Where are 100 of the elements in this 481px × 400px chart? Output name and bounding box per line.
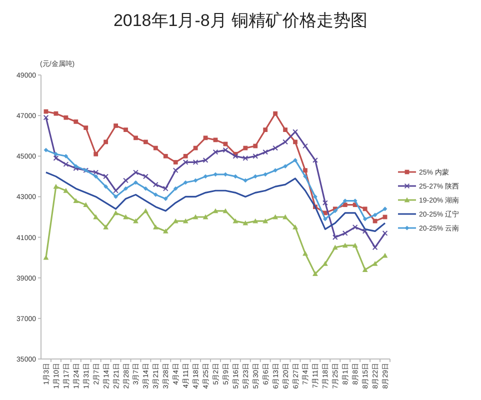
point xyxy=(263,128,268,132)
point xyxy=(362,206,368,212)
point xyxy=(243,146,248,150)
point xyxy=(103,174,109,180)
point xyxy=(152,224,158,230)
point xyxy=(222,147,228,153)
point xyxy=(64,115,68,120)
point xyxy=(243,178,248,183)
point xyxy=(192,160,198,165)
point xyxy=(193,146,198,150)
point xyxy=(292,224,298,230)
point xyxy=(43,114,49,120)
point xyxy=(74,164,78,168)
point xyxy=(123,214,128,220)
point xyxy=(253,174,258,179)
point xyxy=(232,153,238,159)
point xyxy=(272,214,278,220)
point xyxy=(273,111,278,116)
point xyxy=(223,172,228,177)
point xyxy=(124,186,128,191)
point xyxy=(362,267,368,272)
point xyxy=(202,158,208,163)
point xyxy=(114,124,118,128)
point xyxy=(152,182,158,188)
point xyxy=(153,146,158,150)
point xyxy=(203,136,208,140)
point xyxy=(123,178,128,184)
point xyxy=(63,188,69,193)
point xyxy=(312,158,318,163)
point xyxy=(74,119,78,124)
point xyxy=(303,168,308,173)
point xyxy=(332,234,338,240)
point xyxy=(104,184,108,189)
point xyxy=(283,128,288,132)
point xyxy=(162,186,168,192)
point xyxy=(272,145,278,151)
point xyxy=(163,154,168,158)
point xyxy=(273,168,278,173)
point xyxy=(202,214,208,220)
point xyxy=(382,230,388,236)
point xyxy=(372,260,378,266)
point xyxy=(182,218,188,224)
point xyxy=(163,196,168,201)
point xyxy=(293,140,298,144)
point xyxy=(253,144,258,148)
point xyxy=(83,202,89,208)
point xyxy=(282,139,288,145)
point xyxy=(212,208,218,214)
point xyxy=(104,140,108,144)
point xyxy=(162,228,168,234)
point xyxy=(293,158,298,162)
point xyxy=(242,220,248,226)
point xyxy=(103,224,109,230)
point xyxy=(322,260,328,266)
point xyxy=(143,174,148,180)
point xyxy=(263,172,268,177)
point xyxy=(303,174,308,179)
point xyxy=(252,218,258,224)
point xyxy=(133,218,138,224)
point xyxy=(372,244,378,250)
point xyxy=(54,152,58,156)
point xyxy=(203,174,208,179)
point xyxy=(73,166,79,172)
point xyxy=(53,184,59,189)
point xyxy=(93,170,99,176)
point xyxy=(172,168,178,174)
point xyxy=(352,224,358,230)
point xyxy=(302,250,308,256)
point xyxy=(144,186,148,191)
point xyxy=(372,212,378,218)
point xyxy=(73,198,79,203)
point xyxy=(133,170,138,176)
point xyxy=(372,218,378,224)
point xyxy=(143,208,148,214)
point xyxy=(63,162,69,167)
point xyxy=(94,152,98,156)
point xyxy=(312,271,318,276)
point xyxy=(182,160,188,165)
point xyxy=(193,178,198,183)
point xyxy=(342,230,348,236)
point xyxy=(64,154,68,158)
point xyxy=(44,148,48,152)
point xyxy=(233,174,238,179)
point xyxy=(134,136,138,140)
point xyxy=(213,138,218,142)
point xyxy=(192,214,198,220)
point xyxy=(114,194,118,199)
point xyxy=(302,143,308,149)
point xyxy=(342,242,348,248)
point xyxy=(262,149,268,155)
point xyxy=(242,155,248,161)
point xyxy=(173,186,178,191)
point xyxy=(84,126,88,130)
point xyxy=(342,202,348,208)
point xyxy=(313,194,318,199)
point xyxy=(222,208,228,214)
point xyxy=(282,214,288,220)
point xyxy=(262,218,268,224)
point xyxy=(183,180,188,185)
point xyxy=(322,200,328,206)
